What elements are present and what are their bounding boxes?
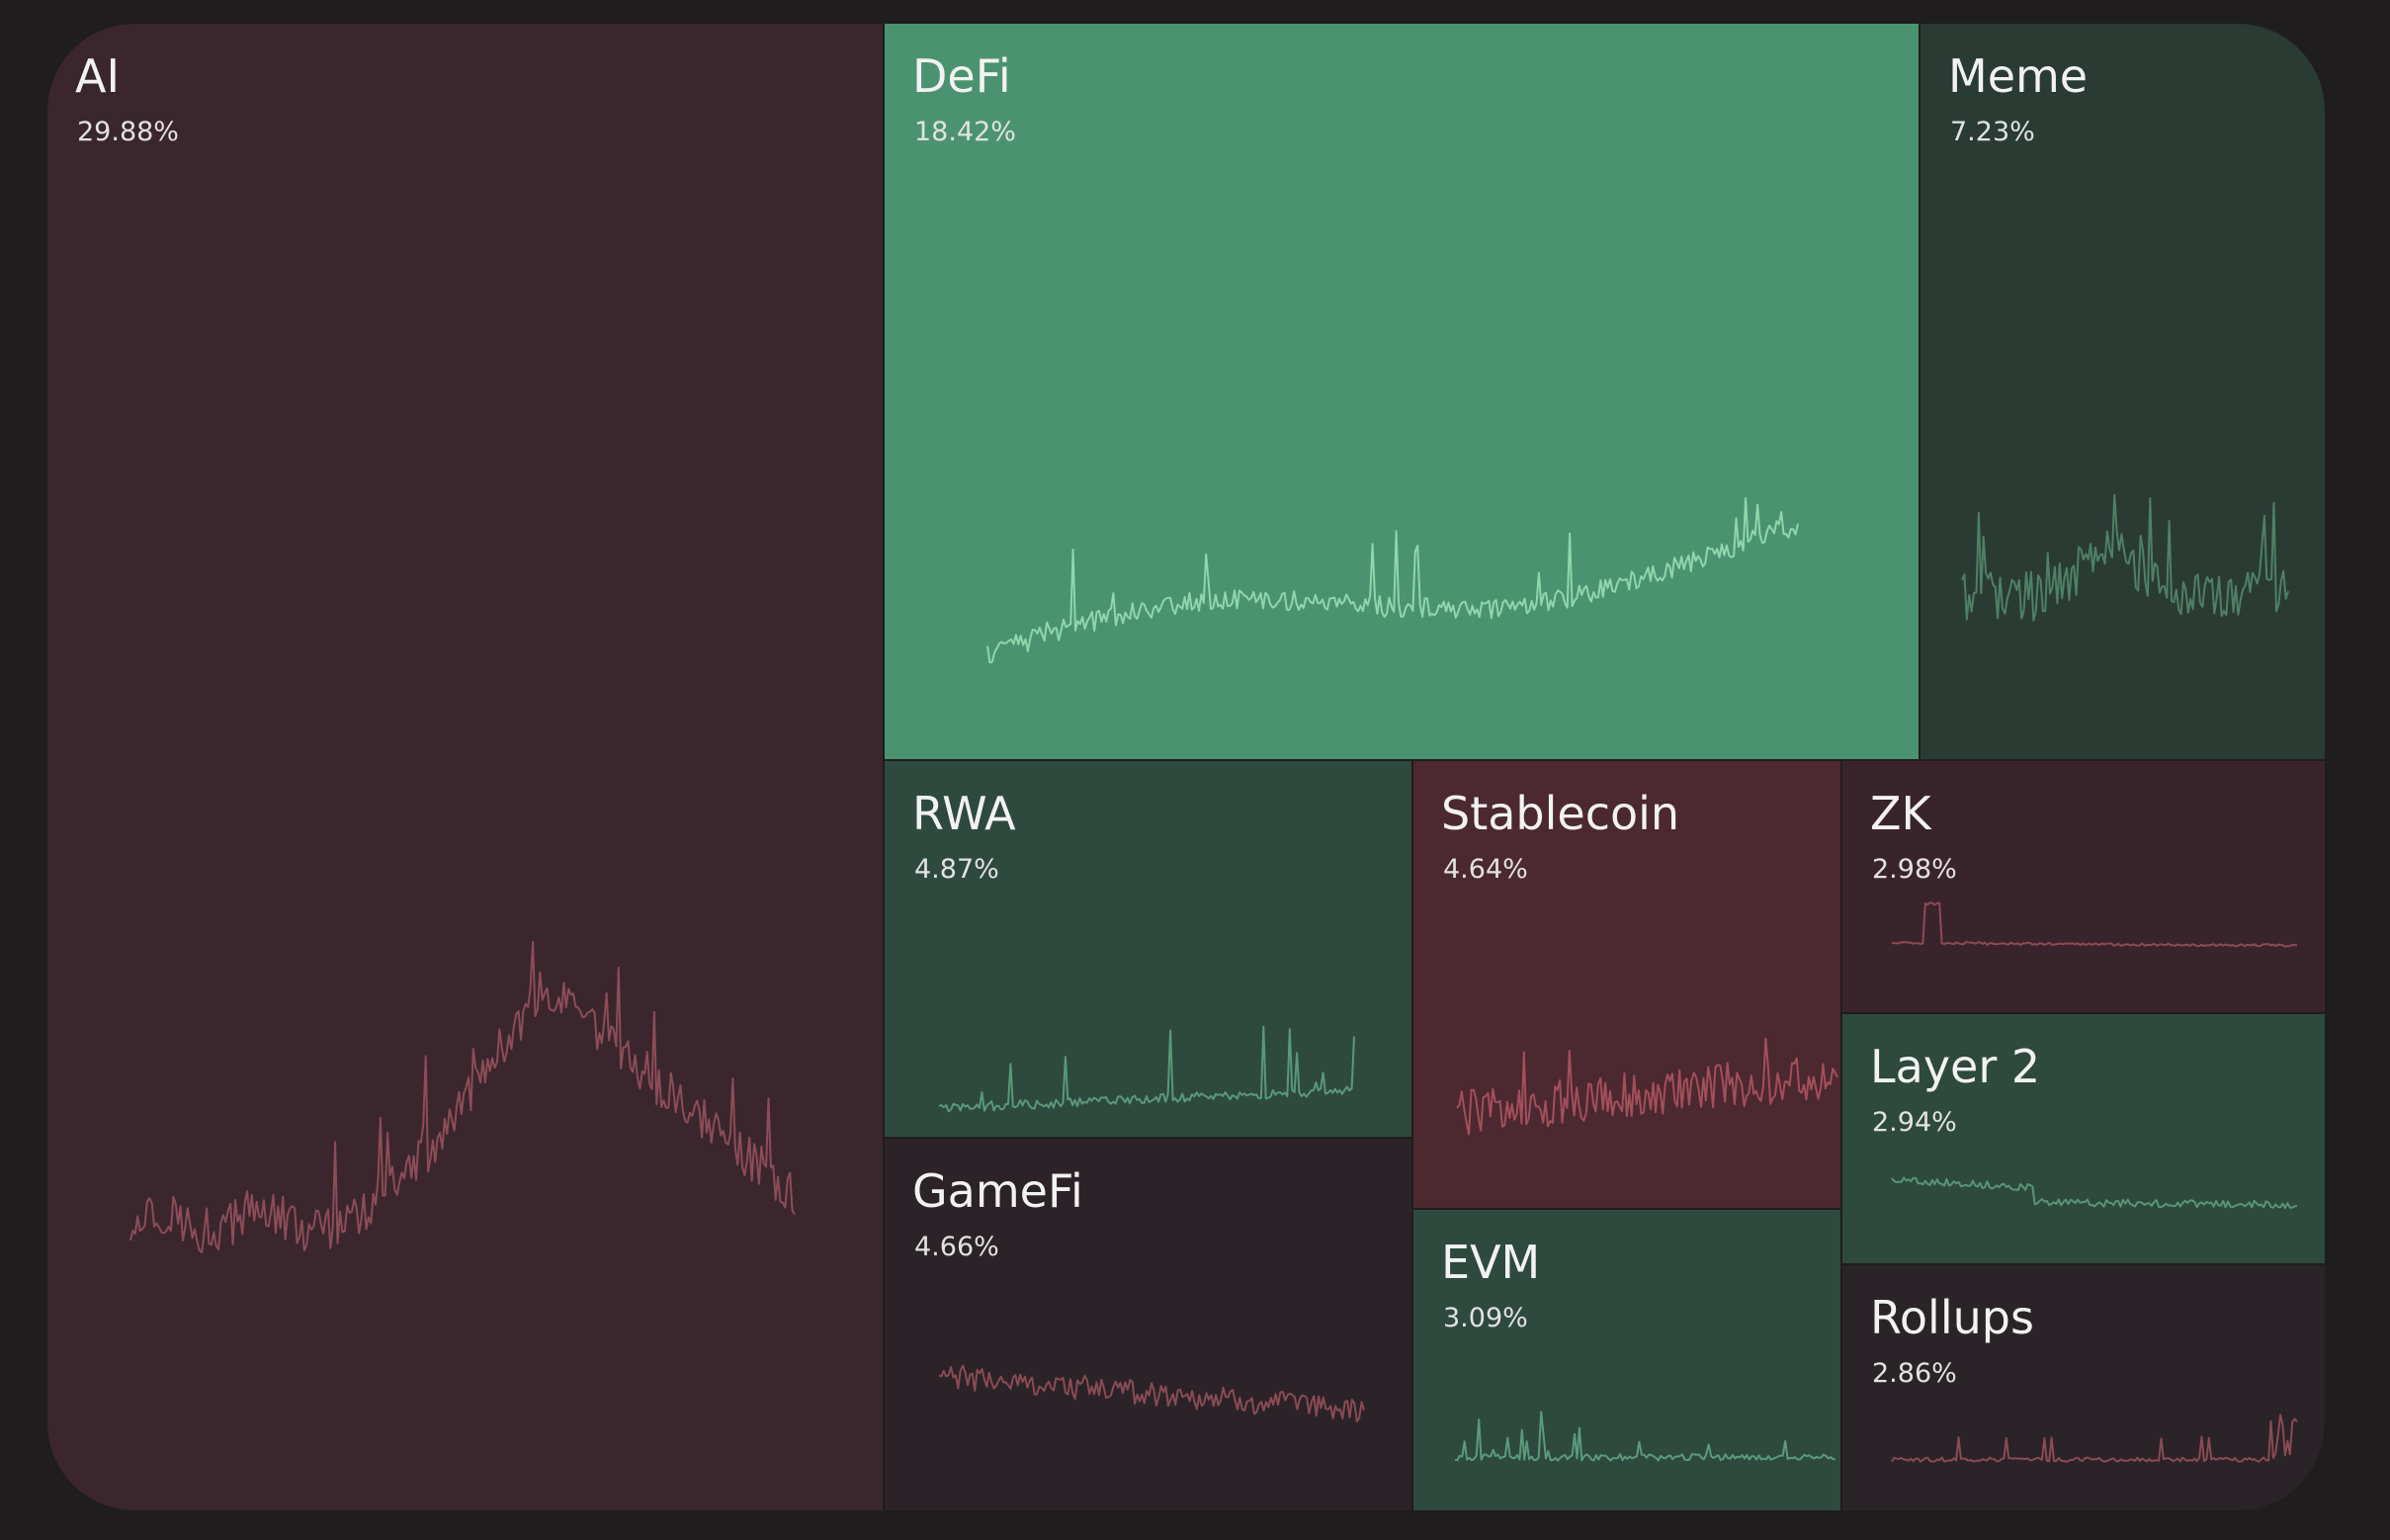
sparkline-path xyxy=(938,1025,1355,1113)
sector-name: AI xyxy=(75,49,121,103)
treemap-tile-zk[interactable]: ZK 2.98% xyxy=(1842,761,2325,1012)
sector-name: ZK xyxy=(1870,787,1931,840)
sector-percent: 4.64% xyxy=(1443,854,1528,885)
sector-percent: 18.42% xyxy=(914,117,1016,147)
treemap-tile-gamefi[interactable]: GameFi 4.66% xyxy=(885,1139,1411,1510)
sector-sparkline xyxy=(1891,1413,2298,1463)
sparkline-path xyxy=(986,496,1799,664)
sector-sparkline xyxy=(1961,493,2289,622)
sector-name: Meme xyxy=(1948,49,2089,103)
sparkline-path xyxy=(1891,1176,2297,1210)
sparkline-path xyxy=(1891,901,2298,948)
sector-percent: 2.94% xyxy=(1872,1107,1957,1138)
sector-name: GameFi xyxy=(912,1164,1083,1218)
sparkline-path xyxy=(1454,1411,1836,1462)
sparkline-path xyxy=(938,1364,1365,1422)
sector-percent: 4.66% xyxy=(914,1232,999,1262)
sector-sparkline xyxy=(1456,1037,1838,1136)
sector-treemap: ✕ KAITO AI29.88%DeFi18.42%Meme7.23%RWA4.… xyxy=(47,24,2325,1510)
sector-percent: 29.88% xyxy=(77,117,179,147)
sparkline-path xyxy=(1891,1413,2298,1463)
sector-percent: 3.09% xyxy=(1443,1303,1528,1333)
sector-name: Stablecoin xyxy=(1441,787,1680,840)
sparkline-path xyxy=(1456,1037,1838,1136)
sector-name: DeFi xyxy=(912,49,1011,103)
treemap-tile-ai[interactable]: AI 29.88% xyxy=(47,24,883,1510)
sector-sparkline xyxy=(938,1025,1355,1113)
treemap-tile-evm[interactable]: EVM 3.09% xyxy=(1413,1210,1840,1510)
treemap-tile-defi[interactable]: DeFi 18.42% xyxy=(885,24,1919,759)
sector-sparkline xyxy=(986,496,1799,664)
sector-name: Rollups xyxy=(1870,1291,2034,1344)
sector-name: Layer 2 xyxy=(1870,1040,2041,1093)
treemap-tile-layer-2[interactable]: Layer 2 2.94% xyxy=(1842,1014,2325,1263)
sector-sparkline xyxy=(1454,1411,1836,1462)
sector-name: EVM xyxy=(1441,1236,1541,1289)
treemap-tile-stablecoin[interactable]: Stablecoin 4.64% xyxy=(1413,761,1840,1208)
sector-sparkline xyxy=(129,940,796,1253)
sector-percent: 2.98% xyxy=(1872,854,1957,885)
sector-sparkline xyxy=(1891,1176,2297,1210)
treemap-tile-rwa[interactable]: RWA 4.87% xyxy=(885,761,1411,1137)
sector-sparkline xyxy=(938,1364,1365,1422)
sparkline-path xyxy=(1961,493,2289,622)
sector-percent: 2.86% xyxy=(1872,1358,1957,1389)
treemap-tile-rollups[interactable]: Rollups 2.86% xyxy=(1842,1265,2325,1510)
sparkline-path xyxy=(129,940,796,1253)
sector-sparkline xyxy=(1891,901,2298,948)
sector-percent: 7.23% xyxy=(1950,117,2035,147)
treemap-tile-meme[interactable]: Meme 7.23% xyxy=(1921,24,2325,759)
sector-percent: 4.87% xyxy=(914,854,999,885)
sector-name: RWA xyxy=(912,787,1016,840)
